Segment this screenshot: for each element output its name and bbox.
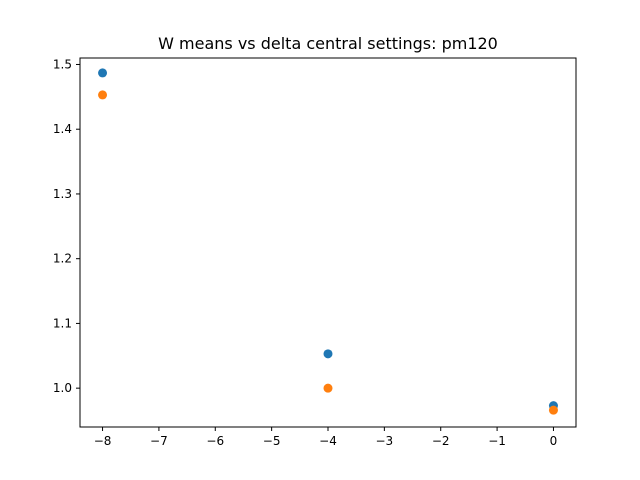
y-tick-label: 1.1 (53, 316, 72, 330)
data-point (98, 90, 108, 100)
data-point (548, 405, 558, 415)
plot-content (98, 68, 558, 415)
data-point (323, 349, 333, 359)
y-tick-label: 1.4 (53, 122, 72, 136)
y-tick-label: 1.5 (53, 57, 72, 71)
y-axis: 1.0 1.1 1.2 1.3 1.4 1.5 (53, 57, 80, 395)
y-tick-label: 1.2 (53, 252, 72, 266)
y-tick-label: 1.3 (53, 187, 72, 201)
x-tick-label: −1 (488, 434, 506, 448)
y-tick-label: 1.0 (53, 381, 72, 395)
data-point (98, 68, 108, 78)
x-tick-label: −3 (376, 434, 394, 448)
data-point (323, 383, 333, 393)
x-tick-label: −7 (150, 434, 168, 448)
x-tick-label: −8 (94, 434, 112, 448)
x-axis: −8 −7 −6 −5 −4 −3 −2 −1 0 (94, 427, 558, 448)
x-tick-label: −6 (206, 434, 224, 448)
x-tick-label: −2 (432, 434, 450, 448)
x-tick-label: −5 (263, 434, 281, 448)
x-tick-label: 0 (550, 434, 558, 448)
x-tick-label: −4 (319, 434, 337, 448)
chart-title: W means vs delta central settings: pm120 (158, 34, 498, 53)
series-2 (98, 90, 558, 415)
